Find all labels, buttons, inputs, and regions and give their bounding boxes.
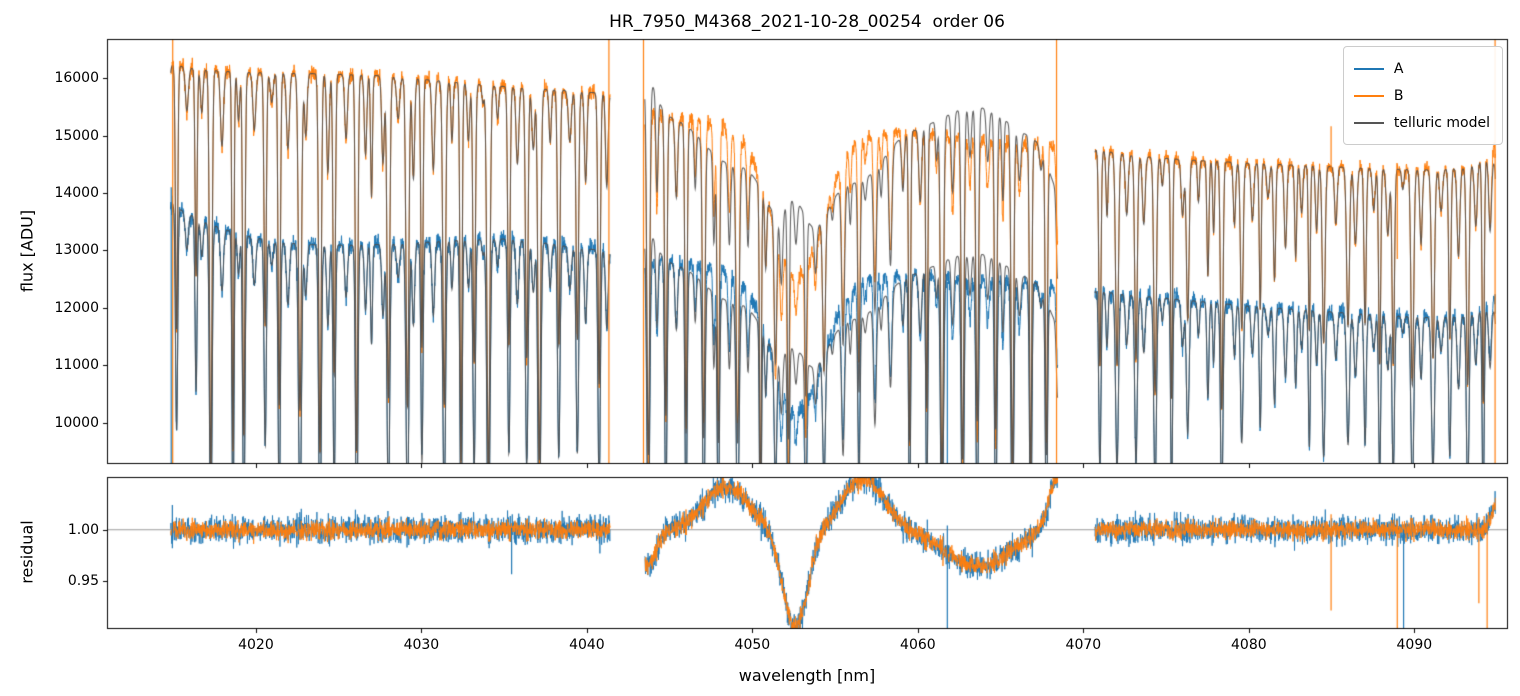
- legend-item-a: A: [1353, 55, 1490, 82]
- y-tick-label: 16000: [54, 70, 99, 87]
- wavelength-axis-label: wavelength [nm]: [738, 666, 876, 685]
- y-tick-label: 15000: [54, 127, 99, 144]
- legend-label-telluric: telluric model: [1393, 114, 1490, 131]
- x-tick-label: 4030: [403, 637, 440, 653]
- x-tick-label: 4020: [238, 637, 274, 653]
- y-tick-label: 13000: [54, 242, 99, 259]
- y-tick-label: 11000: [54, 357, 99, 374]
- legend-line-telluric-icon: [1353, 121, 1384, 124]
- legend-line-a-icon: [1353, 67, 1384, 70]
- x-tick-label: 4050: [734, 637, 771, 653]
- y-tick-label: 14000: [54, 184, 99, 201]
- x-tick-label: 4080: [1231, 637, 1267, 653]
- x-tick-label: 4070: [1065, 637, 1102, 653]
- residual-axis-label: residual: [17, 520, 37, 584]
- y-tick-label: 1.00: [67, 521, 99, 538]
- y-tick-label: 10000: [54, 414, 99, 431]
- y-tick-label: 12000: [54, 299, 99, 316]
- x-tick-label: 4040: [569, 637, 605, 653]
- legend: A B telluric model: [1342, 46, 1503, 145]
- y-tick-label: 0.95: [67, 573, 99, 590]
- x-tick-label: 4060: [900, 637, 936, 653]
- legend-line-b-icon: [1353, 94, 1384, 97]
- flux-axis-label: flux [ADU]: [17, 209, 37, 293]
- legend-item-b: B: [1353, 82, 1490, 109]
- legend-item-telluric-model: telluric model: [1353, 109, 1490, 136]
- legend-label-b: B: [1393, 87, 1404, 104]
- legend-label-a: A: [1393, 60, 1404, 77]
- x-tick-label: 4090: [1396, 637, 1433, 653]
- plot-title: HR_7950_M4368_2021-10-28_00254 order 06: [609, 12, 1005, 32]
